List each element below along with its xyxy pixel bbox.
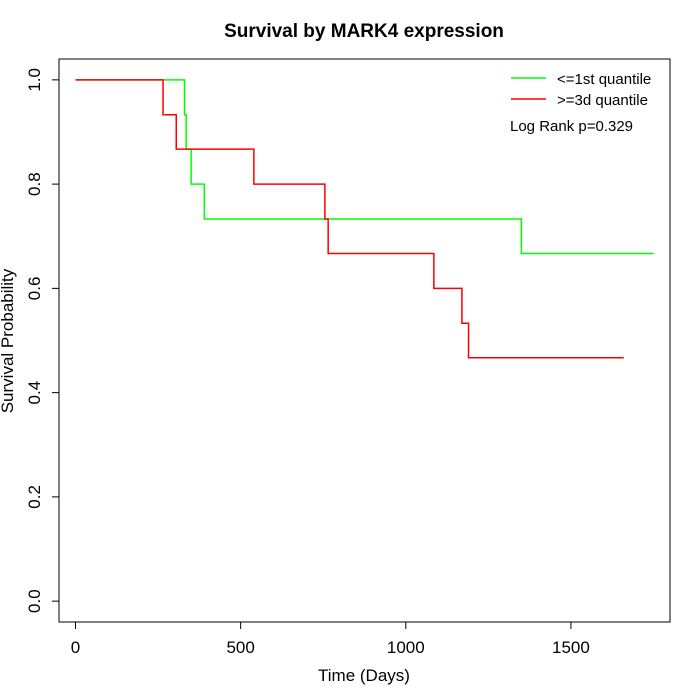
y-axis: 0.0 0.2 0.4 0.6 0.8 1.0 <box>25 68 60 613</box>
y-tick-label-4: 0.8 <box>25 172 44 196</box>
chart-title: Survival by MARK4 expression <box>224 21 504 42</box>
y-tick-label-2: 0.4 <box>25 381 44 405</box>
y-tick-label-1: 0.2 <box>25 485 44 509</box>
y-tick-label-0: 0.0 <box>25 589 44 613</box>
legend: <=1st quantile >=3d quantile <box>511 71 651 109</box>
series-high-quantile <box>75 79 624 359</box>
x-tick-label-0: 0 <box>71 638 80 657</box>
x-axis: 0 500 1000 1500 <box>71 621 590 657</box>
x-axis-label: Time (Days) <box>318 666 410 685</box>
legend-label-high: >=3d quantile <box>557 92 648 109</box>
series-group <box>75 79 654 359</box>
legend-label-low: <=1st quantile <box>557 71 651 88</box>
x-tick-label-3: 1500 <box>552 638 590 657</box>
x-tick-label-2: 1000 <box>387 638 425 657</box>
y-tick-label-3: 0.6 <box>25 277 44 301</box>
x-tick-label-1: 500 <box>226 638 254 657</box>
log-rank-annotation: Log Rank p=0.329 <box>510 118 633 135</box>
series-low-quantile <box>75 79 654 255</box>
y-axis-label: Survival Probability <box>0 268 17 413</box>
plot-frame <box>58 58 671 623</box>
y-tick-label-5: 1.0 <box>25 68 44 92</box>
